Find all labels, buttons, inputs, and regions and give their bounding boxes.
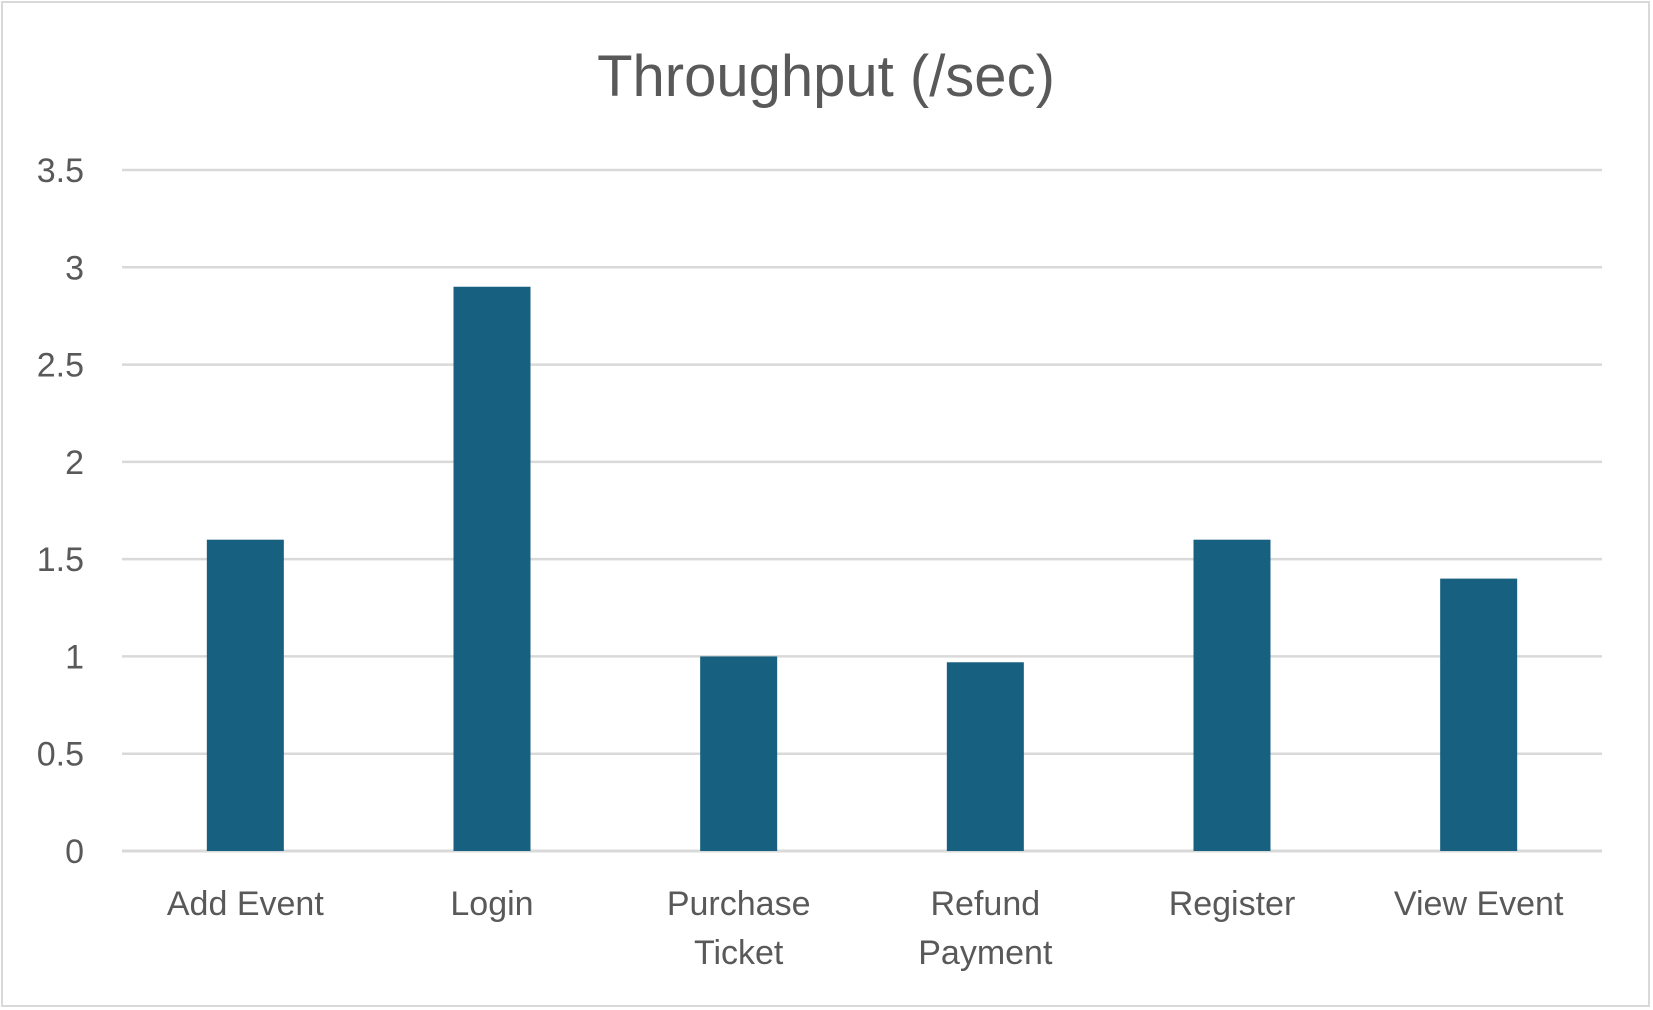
x-category-label: Refund Payment <box>918 885 1053 972</box>
bar-purchase-ticket <box>700 656 778 851</box>
y-tick-label: 2 <box>65 444 84 482</box>
y-tick-label: 0.5 <box>37 736 84 774</box>
bar-refund-payment <box>946 662 1024 851</box>
x-category-label-line: View Event <box>1394 885 1564 923</box>
y-tick-label: 3 <box>65 249 84 287</box>
x-category-label-line: Register <box>1169 885 1296 923</box>
y-tick-label: 1.5 <box>37 541 84 579</box>
x-category-label-line: Ticket <box>694 934 784 972</box>
bar-login <box>453 286 531 851</box>
x-category-label-line: Add Event <box>167 885 324 923</box>
x-category-label: Add Event <box>167 885 324 923</box>
y-tick-label: 3.5 <box>37 152 84 190</box>
chart-title: Throughput (/sec) <box>597 44 1055 109</box>
y-tick-label: 2.5 <box>37 347 84 385</box>
x-category-label-line: Login <box>450 885 533 923</box>
bars <box>206 286 1518 851</box>
bar-add-event <box>206 539 284 851</box>
x-category-label: View Event <box>1394 885 1564 923</box>
x-category-label-line: Payment <box>918 934 1053 972</box>
y-tick-label: 0 <box>65 833 84 871</box>
x-category-label-line: Refund <box>931 885 1041 923</box>
x-category-label: Purchase Ticket <box>667 885 811 972</box>
x-category-label: Register <box>1169 885 1296 923</box>
x-category-label-line: Purchase <box>667 885 811 923</box>
x-category-label: Login <box>450 885 533 923</box>
x-axis-category-labels: Add Event Login Purchase Ticket Refund Paymen… <box>167 885 1564 972</box>
bar-register <box>1193 539 1271 851</box>
gridlines <box>122 168 1602 853</box>
y-axis-tick-labels: 0 0.5 1 1.5 2 2.5 3 3.5 <box>37 152 84 871</box>
bar-view-event <box>1440 578 1518 851</box>
y-tick-label: 1 <box>65 638 84 676</box>
